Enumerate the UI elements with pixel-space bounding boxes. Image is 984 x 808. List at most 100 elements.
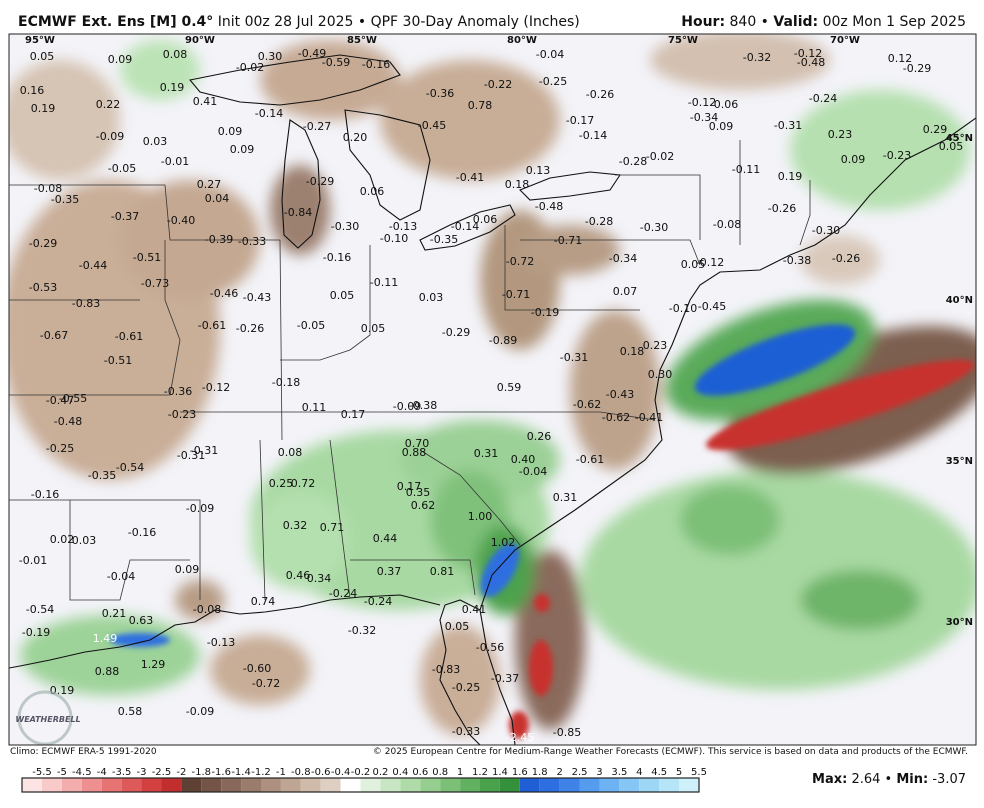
- value-label: -0.09: [186, 705, 214, 718]
- colorbar-swatch: [380, 778, 401, 792]
- value-label: 0.63: [129, 614, 154, 627]
- value-label: 0.35: [406, 486, 431, 499]
- value-label: -0.32: [743, 51, 771, 64]
- valid-header: Hour: 840 • Valid: 00z Mon 1 Sep 2025: [681, 14, 966, 30]
- colorbar-swatch: [460, 778, 480, 792]
- model: ECMWF Ext. Ens [M]: [18, 14, 177, 30]
- value-label: -0.37: [111, 210, 139, 223]
- value-label: 0.40: [511, 453, 536, 466]
- value-label: 0.31: [553, 491, 578, 504]
- lon-label: 70°W: [830, 35, 860, 46]
- value-label: -0.61: [115, 330, 143, 343]
- colorbar-swatch: [181, 778, 202, 792]
- colorbar-label: -3: [137, 767, 147, 778]
- value-label: -0.49: [298, 47, 326, 60]
- value-label: 1.00: [468, 510, 493, 523]
- colorbar-swatch: [121, 778, 142, 792]
- value-label: -0.31: [774, 119, 802, 132]
- max-label: Max:: [812, 772, 847, 787]
- value-label: 0.30: [648, 368, 673, 381]
- value-label: -0.12: [688, 96, 716, 109]
- colorbar-swatch: [61, 778, 82, 792]
- colorbar-swatch: [519, 778, 540, 792]
- value-label: -0.40: [167, 214, 195, 227]
- value-label: 0.03: [419, 291, 444, 304]
- value-label: 0.02: [50, 533, 75, 546]
- value-labels: 0.05 0.09 0.08 0.30 -0.49 -0.02 -0.59 -0.16 -0.0…: [19, 47, 963, 744]
- value-label: 0.06: [473, 213, 498, 226]
- value-label: 0.11: [302, 401, 327, 414]
- value-label: 0.41: [462, 603, 487, 616]
- value-label: -0.61: [576, 453, 604, 466]
- value-label: -0.24: [364, 595, 392, 608]
- value-label: 0.59: [497, 381, 522, 394]
- value-label: -0.12: [202, 381, 230, 394]
- colorbar-label: 2.5: [572, 767, 588, 778]
- colorbar-swatch: [101, 778, 122, 792]
- lat-label: 30°N: [946, 617, 973, 628]
- valid: 00z Mon 1 Sep 2025: [818, 14, 966, 30]
- value-label: 0.88: [95, 665, 120, 678]
- borders: [9, 54, 976, 745]
- colorbar-label: -5: [57, 767, 67, 778]
- climo: Climo: ECMWF ERA-5 1991-2020: [10, 747, 157, 757]
- value-label: -0.83: [432, 663, 460, 676]
- value-label: 0.08: [163, 48, 188, 61]
- value-label: 0.30: [258, 50, 283, 63]
- colorbar-swatch: [22, 778, 42, 792]
- value-label: -0.26: [586, 88, 614, 101]
- value-label: 0.03: [143, 135, 168, 148]
- colorbar-swatch: [579, 778, 600, 792]
- colorbar-label: -3.5: [112, 767, 132, 778]
- colorbar-label: -4.5: [72, 767, 92, 778]
- value-label: -0.16: [362, 58, 390, 71]
- value-label: -0.67: [40, 329, 68, 342]
- value-label: -0.13: [389, 220, 417, 233]
- colorbar-swatch: [599, 778, 620, 792]
- value-label: -0.04: [519, 465, 547, 478]
- value-label: -0.08: [713, 218, 741, 231]
- value-label: -0.18: [272, 376, 300, 389]
- colorbar-label: -2.5: [152, 767, 172, 778]
- value-label: -0.62: [573, 398, 601, 411]
- value-label: -0.34: [609, 252, 637, 265]
- value-label: -0.16: [128, 526, 156, 539]
- value-label: -0.23: [883, 149, 911, 162]
- logo-mark: [17, 690, 73, 745]
- value-label: -0.36: [164, 385, 192, 398]
- value-label: 0.05: [445, 620, 470, 633]
- value-label: 0.70: [405, 437, 430, 450]
- value-label: 1.02: [491, 536, 516, 549]
- value-label: -0.31: [560, 351, 588, 364]
- value-label: 0.41: [193, 95, 218, 108]
- value-label: -0.14: [579, 129, 607, 142]
- value-label: 0.03: [72, 534, 97, 547]
- value-label: -0.02: [646, 150, 674, 163]
- resolution: 0.4°: [177, 14, 214, 30]
- value-label: 0.04: [205, 192, 230, 205]
- value-label: 1.29: [141, 658, 166, 671]
- colorbar-label: 4: [636, 767, 642, 778]
- value-label: -0.48: [54, 415, 82, 428]
- value-label: 0.19: [31, 102, 56, 115]
- value-label: 0.46: [286, 569, 311, 582]
- colorbar-swatch: [559, 778, 580, 792]
- colorbar-swatch: [161, 778, 182, 792]
- value-label: -0.26: [832, 252, 860, 265]
- value-label: -0.47: [46, 394, 74, 407]
- colorbar-swatch: [201, 778, 222, 792]
- value-label: -0.41: [635, 411, 663, 424]
- value-label: -0.39: [205, 233, 233, 246]
- colorbar-label: -0.8: [291, 767, 311, 778]
- colorbar-swatch: [480, 778, 500, 792]
- colorbar-label: 3: [596, 767, 602, 778]
- colorbar-label: 0.2: [373, 767, 389, 778]
- value-label: 0.27: [197, 178, 222, 191]
- value-label: -0.35: [51, 193, 79, 206]
- value-label: -0.29: [903, 62, 931, 75]
- value-label: 1.49: [93, 632, 118, 645]
- colorbar-frame: [21, 777, 700, 793]
- value-label: 0.20: [343, 131, 368, 144]
- value-label: 0.26: [527, 430, 552, 443]
